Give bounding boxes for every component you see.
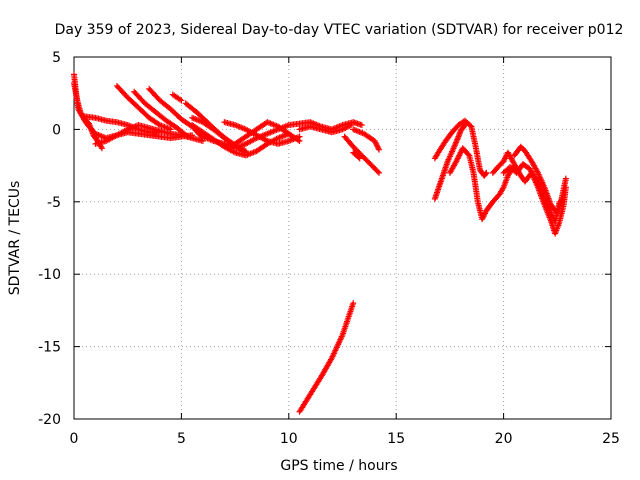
data-marks (71, 71, 569, 415)
data-point (482, 170, 489, 177)
data-point (356, 155, 363, 162)
series-track-f (131, 88, 191, 140)
data-point (167, 126, 174, 133)
x-axis: 0 5 10 15 20 25 (70, 57, 620, 447)
series-track-q (350, 126, 383, 153)
x-tick-label: 0 (70, 431, 79, 447)
data-point (376, 146, 383, 153)
data-point (348, 122, 355, 129)
series-track-j (189, 114, 249, 156)
x-tick-label: 20 (495, 431, 513, 447)
y-tick-label: 5 (52, 50, 61, 66)
x-tick-label: 15 (387, 431, 405, 447)
plot-frame (73, 56, 612, 420)
data-point (358, 122, 365, 129)
data-point (483, 169, 490, 176)
x-tick-label: 25 (602, 431, 620, 447)
series-track-n (199, 119, 365, 152)
data-point (376, 169, 383, 176)
data-point (156, 129, 163, 136)
series-track-y (500, 161, 563, 226)
series-track-r (350, 149, 363, 162)
x-axis-label: GPS time / hours (280, 458, 397, 474)
data-point (350, 300, 357, 307)
data-point (178, 97, 185, 104)
data-point (556, 198, 563, 205)
data-point (98, 145, 105, 152)
series-track-h (169, 91, 185, 104)
series-track-v (446, 145, 518, 223)
data-point (184, 133, 191, 140)
series-track-p (341, 133, 383, 176)
x-tick-label: 5 (177, 431, 186, 447)
series-track-s (296, 300, 357, 415)
y-tick-label: -10 (38, 267, 61, 283)
data-point (183, 132, 190, 139)
series-track-e (113, 82, 174, 133)
y-tick-label: -20 (38, 412, 61, 428)
y-tick-label: 0 (52, 122, 61, 138)
data-point (562, 175, 569, 182)
y-axis: -20 -15 -10 -5 0 5 (38, 50, 611, 428)
y-tick-label: -5 (47, 195, 61, 211)
y-tick-label: -15 (38, 340, 61, 356)
data-point (355, 154, 362, 161)
data-point (374, 168, 381, 175)
series-track-m (221, 119, 303, 147)
y-axis-label: SDTVAR / TECUs (7, 181, 23, 296)
series-track-d (81, 113, 163, 136)
x-tick-label: 10 (280, 431, 298, 447)
chart-title: Day 359 of 2023, Sidereal Day-to-day VTE… (55, 22, 624, 38)
series-track-u (431, 117, 490, 179)
series-track-o (296, 122, 355, 136)
data-point (296, 133, 303, 140)
